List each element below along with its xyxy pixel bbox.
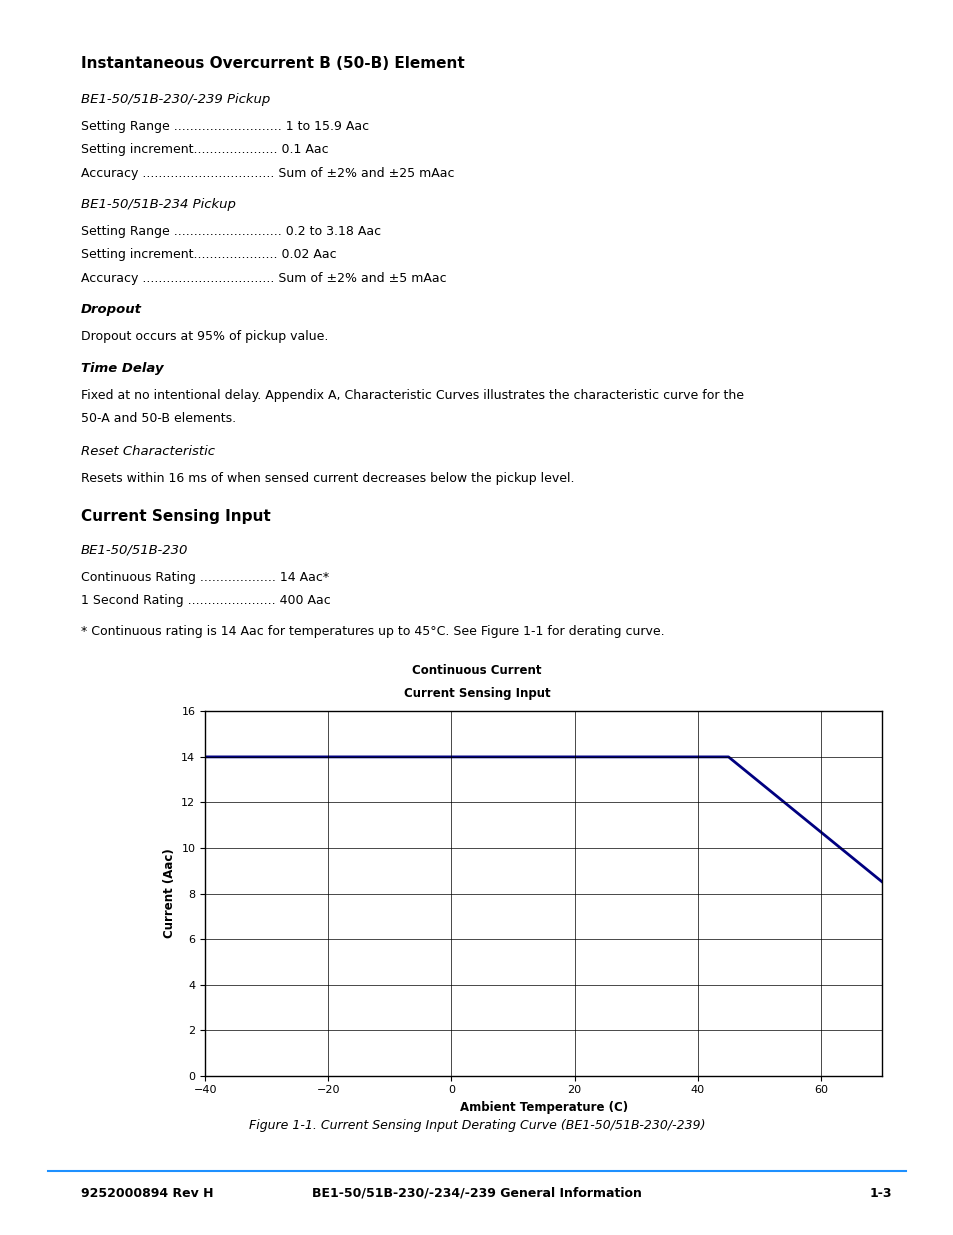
Text: Accuracy ................................. Sum of ±2% and ±5 mAac: Accuracy ...............................… bbox=[81, 272, 446, 285]
Text: Dropout occurs at 95% of pickup value.: Dropout occurs at 95% of pickup value. bbox=[81, 330, 328, 343]
Text: Dropout: Dropout bbox=[81, 303, 142, 316]
X-axis label: Ambient Temperature (C): Ambient Temperature (C) bbox=[459, 1100, 627, 1114]
Text: Setting increment..................... 0.02 Aac: Setting increment..................... 0… bbox=[81, 248, 336, 262]
Text: Setting Range ........................... 1 to 15.9 Aac: Setting Range ..........................… bbox=[81, 120, 369, 133]
Text: Reset Characteristic: Reset Characteristic bbox=[81, 445, 214, 458]
Text: 1 Second Rating ...................... 400 Aac: 1 Second Rating ...................... 4… bbox=[81, 594, 331, 608]
Text: 1-3: 1-3 bbox=[868, 1187, 891, 1200]
Text: Continuous Current: Continuous Current bbox=[412, 664, 541, 678]
Text: Continuous Rating ................... 14 Aac*: Continuous Rating ................... 14… bbox=[81, 571, 329, 584]
Text: Setting increment..................... 0.1 Aac: Setting increment..................... 0… bbox=[81, 143, 329, 157]
Text: Accuracy ................................. Sum of ±2% and ±25 mAac: Accuracy ...............................… bbox=[81, 167, 455, 180]
Text: 50-A and 50-B elements.: 50-A and 50-B elements. bbox=[81, 412, 236, 426]
Text: Instantaneous Overcurrent B (50-B) Element: Instantaneous Overcurrent B (50-B) Eleme… bbox=[81, 56, 464, 70]
Text: BE1-50/51B-234 Pickup: BE1-50/51B-234 Pickup bbox=[81, 198, 235, 211]
Text: Fixed at no intentional delay. Appendix A, Characteristic Curves illustrates the: Fixed at no intentional delay. Appendix … bbox=[81, 389, 743, 403]
Text: Resets within 16 ms of when sensed current decreases below the pickup level.: Resets within 16 ms of when sensed curre… bbox=[81, 472, 574, 485]
Text: Setting Range ........................... 0.2 to 3.18 Aac: Setting Range ..........................… bbox=[81, 225, 381, 238]
Text: Time Delay: Time Delay bbox=[81, 362, 164, 375]
Text: BE1-50/51B-230/-239 Pickup: BE1-50/51B-230/-239 Pickup bbox=[81, 93, 270, 106]
Text: BE1-50/51B-230/-234/-239 General Information: BE1-50/51B-230/-234/-239 General Informa… bbox=[312, 1187, 641, 1200]
Text: Figure 1-1. Current Sensing Input Derating Curve (BE1-50/51B-230/-239): Figure 1-1. Current Sensing Input Derati… bbox=[249, 1119, 704, 1132]
Text: 9252000894 Rev H: 9252000894 Rev H bbox=[81, 1187, 213, 1200]
Text: BE1-50/51B-230: BE1-50/51B-230 bbox=[81, 543, 189, 557]
Text: * Continuous rating is 14 Aac for temperatures up to 45°C. See Figure 1-1 for de: * Continuous rating is 14 Aac for temper… bbox=[81, 625, 664, 638]
Y-axis label: Current (Aac): Current (Aac) bbox=[163, 848, 175, 939]
Text: Current Sensing Input: Current Sensing Input bbox=[81, 509, 271, 524]
Text: Current Sensing Input: Current Sensing Input bbox=[403, 687, 550, 700]
